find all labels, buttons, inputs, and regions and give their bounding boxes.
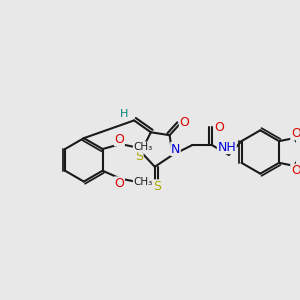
Text: O: O	[114, 177, 124, 190]
Text: O: O	[291, 127, 300, 140]
Text: H: H	[120, 109, 128, 118]
Text: S: S	[135, 150, 143, 164]
Text: O: O	[214, 121, 224, 134]
Text: CH₃: CH₃	[134, 177, 153, 187]
Text: O: O	[114, 133, 124, 146]
Text: O: O	[291, 164, 300, 177]
Text: CH₃: CH₃	[134, 142, 153, 152]
Text: N: N	[171, 142, 180, 155]
Text: O: O	[179, 116, 189, 129]
Text: NH: NH	[218, 140, 236, 154]
Text: S: S	[153, 180, 161, 193]
